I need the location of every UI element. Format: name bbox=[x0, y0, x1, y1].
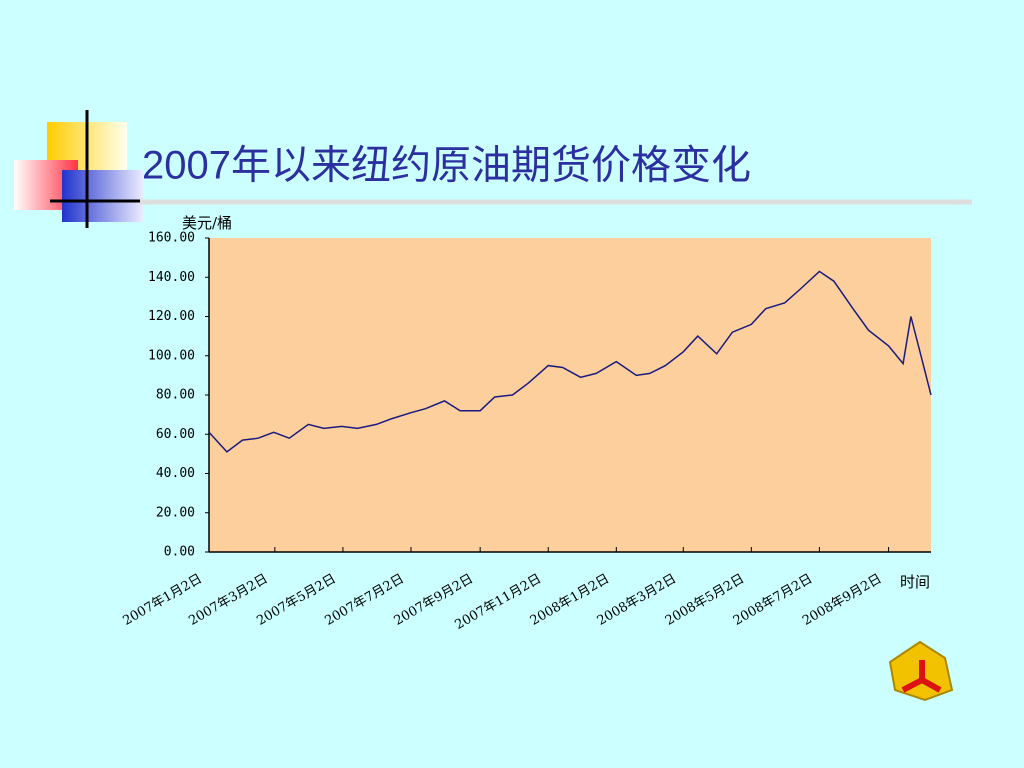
price-line bbox=[208, 270, 932, 453]
x-axis-label: 时间 bbox=[900, 573, 930, 591]
y-tick-label: 20.00 bbox=[156, 505, 195, 520]
y-tick-label: 40.00 bbox=[156, 466, 195, 481]
y-tick-label: 120.00 bbox=[148, 309, 195, 324]
y-tick-label: 0.00 bbox=[164, 545, 195, 560]
y-tick-label: 160.00 bbox=[148, 231, 195, 246]
logo bbox=[888, 640, 954, 702]
y-tick-label: 60.00 bbox=[156, 427, 195, 442]
y-tick-label: 140.00 bbox=[148, 270, 195, 285]
slide-title: 2007年以来纽约原油期货价格变化 bbox=[142, 144, 751, 188]
y-tick-label: 80.00 bbox=[156, 388, 195, 403]
y-axis-label: 美元/桶 bbox=[182, 214, 232, 232]
plot-area bbox=[209, 238, 931, 552]
decoration bbox=[14, 110, 972, 228]
y-tick-label: 100.00 bbox=[148, 348, 195, 363]
